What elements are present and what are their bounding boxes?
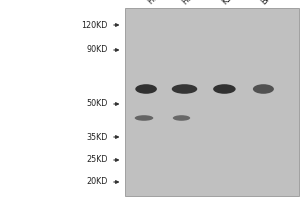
Text: 20KD: 20KD (87, 178, 108, 186)
Ellipse shape (135, 84, 157, 94)
Ellipse shape (173, 115, 190, 121)
Text: 90KD: 90KD (87, 46, 108, 54)
Ellipse shape (135, 115, 153, 121)
Text: HepG2: HepG2 (146, 0, 171, 6)
Text: 25KD: 25KD (86, 156, 108, 164)
Text: 120KD: 120KD (82, 21, 108, 29)
Text: Hela: Hela (180, 0, 199, 6)
Bar (124, 8, 298, 196)
Ellipse shape (253, 84, 274, 94)
Text: K562: K562 (220, 0, 241, 6)
Ellipse shape (172, 84, 197, 94)
Text: 50KD: 50KD (87, 99, 108, 108)
Text: 35KD: 35KD (87, 132, 108, 142)
Text: Brain: Brain (260, 0, 281, 6)
Ellipse shape (213, 84, 236, 94)
